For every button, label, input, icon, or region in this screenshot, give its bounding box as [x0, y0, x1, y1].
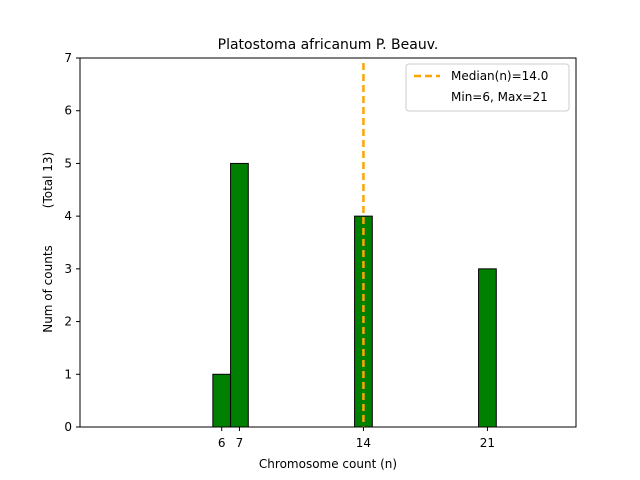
y-axis-total-note: (Total 13) [41, 152, 55, 208]
plot-area-frame [79, 57, 577, 428]
y-tick-label-4: 4 [64, 209, 72, 223]
x-tick-label-6: 6 [218, 436, 226, 450]
bar-6 [212, 373, 232, 428]
y-tick-label-3: 3 [64, 262, 72, 276]
legend-box [405, 63, 570, 112]
bars-layer [212, 162, 550, 428]
bar-7 [230, 162, 249, 428]
x-tick-label-21: 21 [480, 436, 495, 450]
bar-21 [478, 268, 497, 428]
y-tick-label-6: 6 [64, 104, 72, 118]
x-tick-label-14: 14 [356, 436, 371, 450]
x-tick-label-7: 7 [236, 436, 244, 450]
y-tick-label-2: 2 [64, 315, 72, 329]
y-tick-label-5: 5 [64, 156, 72, 170]
legend-entry-min-max: Min=6, Max=21 [451, 90, 548, 104]
y-tick-label-7: 7 [64, 51, 72, 65]
x-axis-ticks: 6 7 14 21 [218, 427, 495, 450]
x-axis-label: Chromosome count (n) [259, 457, 397, 471]
y-tick-label-1: 1 [64, 367, 72, 381]
y-axis-ticks: 0 1 2 3 4 5 6 7 [64, 51, 80, 434]
legend-entry-median: Median(n)=14.0 [451, 69, 548, 83]
legend: Median(n)=14.0 Min=6, Max=21 [405, 63, 570, 112]
chart-title: Platostoma africanum P. Beauv. [218, 37, 439, 53]
y-axis-label: Num of counts [41, 245, 55, 333]
y-tick-label-0: 0 [64, 420, 72, 434]
